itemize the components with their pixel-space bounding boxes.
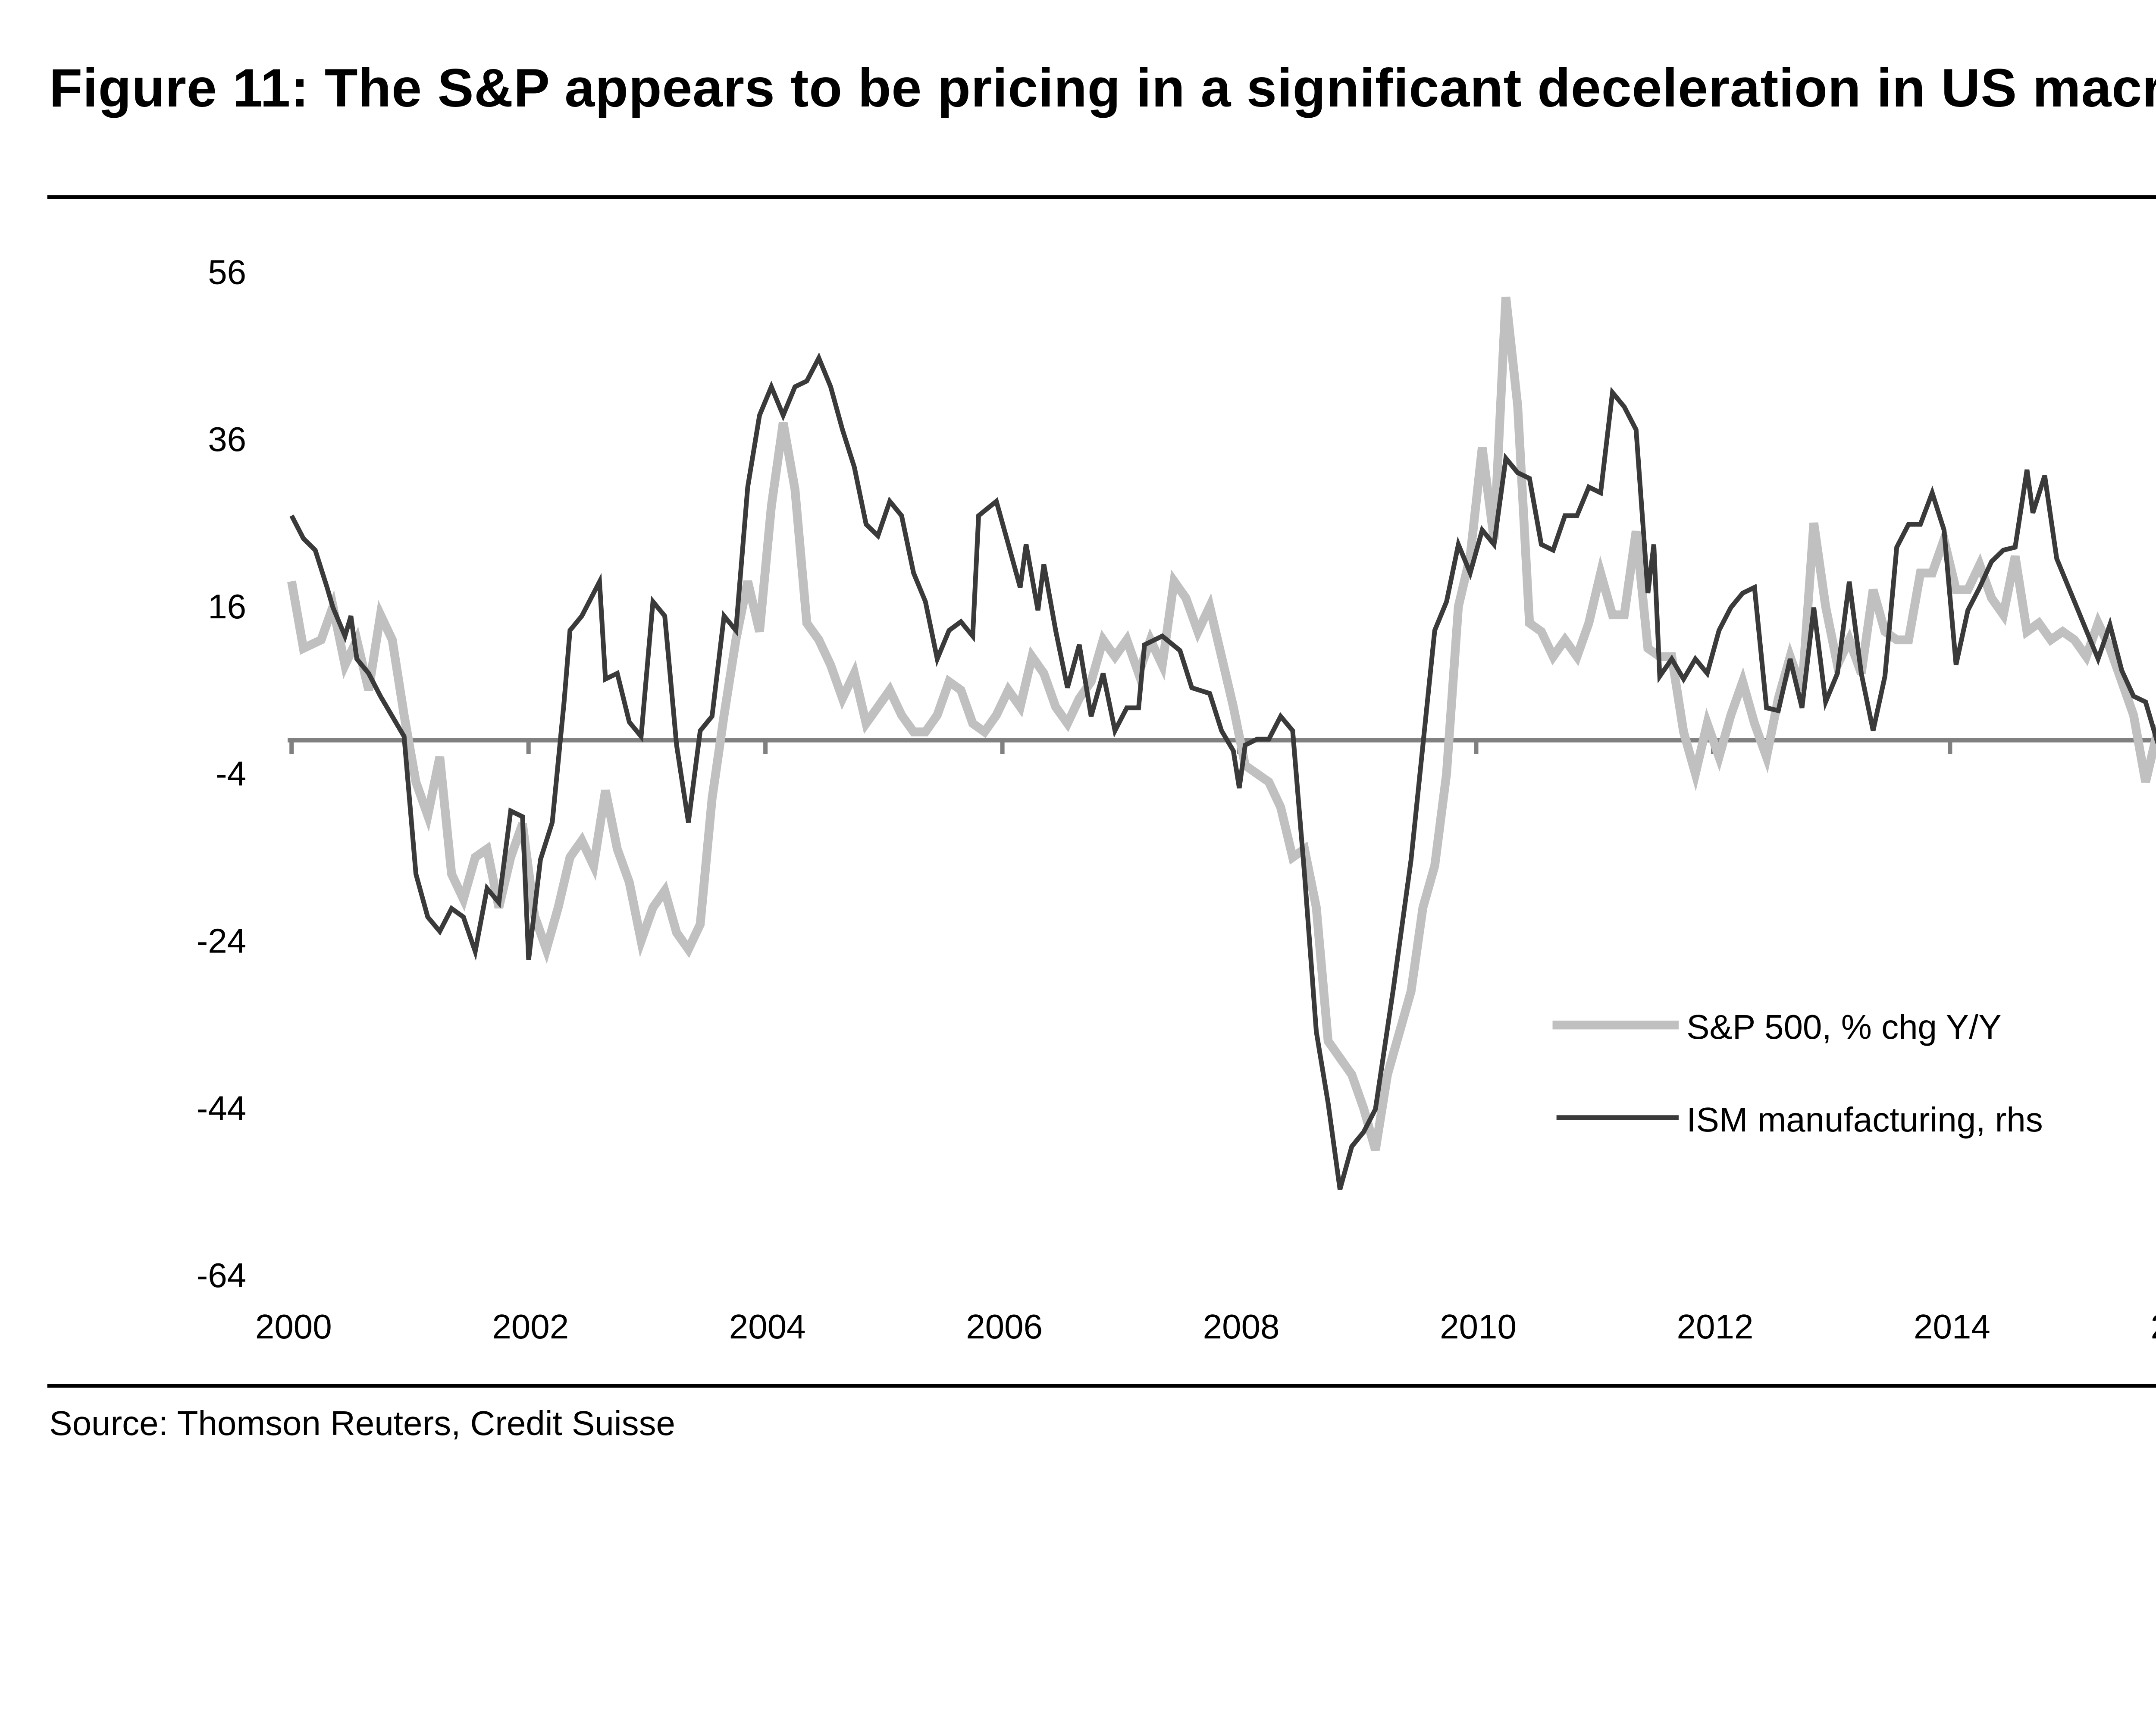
legend: S&P 500, % chg Y/Y ISM manufacturing, rh…: [1552, 1008, 2043, 1139]
figure-title: Figure 11: The S&P appears to be pricing…: [49, 57, 2156, 119]
legend-label-sp500: S&P 500, % chg Y/Y: [1686, 1008, 2001, 1046]
left-tick-label: 16: [208, 587, 246, 626]
x-tick-label: 2012: [1677, 1307, 1754, 1346]
legend-label-ism: ISM manufacturing, rhs: [1686, 1100, 2043, 1139]
x-tick-label: 2016: [2150, 1307, 2156, 1346]
x-tick-label: 2000: [255, 1307, 332, 1346]
x-tick-label: 2006: [966, 1307, 1043, 1346]
x-tick-label: 2014: [1914, 1307, 1990, 1346]
source-note: Source: Thomson Reuters, Credit Suisse: [49, 1403, 676, 1443]
left-tick-label: 36: [208, 420, 246, 458]
left-tick-label: -44: [197, 1089, 247, 1127]
x-axis: 2000 2002 2004 2006 2008 2010 2012 2014 2016: [255, 740, 2156, 1346]
left-tick-label: 56: [208, 253, 246, 291]
left-tick-label: -24: [197, 921, 247, 960]
left-tick-label: -64: [197, 1256, 247, 1294]
series-line-ism: [289, 352, 2156, 1190]
x-tick-label: 2008: [1203, 1307, 1280, 1346]
x-tick-label: 2010: [1440, 1307, 1517, 1346]
left-tick-label: -4: [216, 755, 246, 793]
title-divider: [47, 195, 2156, 199]
x-tick-label: 2004: [729, 1307, 806, 1346]
series-layer: [287, 296, 2156, 1190]
series-line-sp500: [287, 296, 2156, 1151]
source-divider: [47, 1384, 2156, 1388]
left-axis: 56 36 16 -4 -24 -44 -64: [197, 253, 247, 1294]
x-tick-label: 2002: [492, 1307, 569, 1346]
